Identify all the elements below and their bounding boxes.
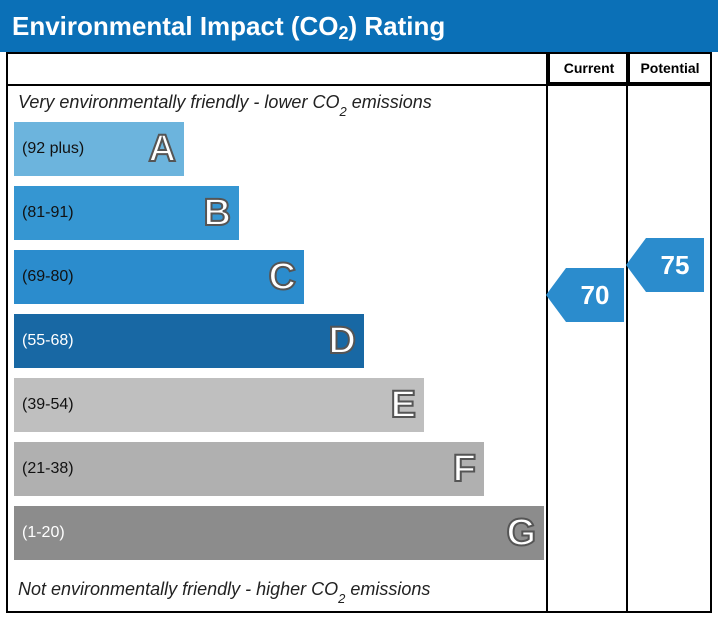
header-underline: [8, 84, 710, 86]
title-sub: 2: [339, 23, 349, 43]
divider-potential: [626, 54, 628, 611]
col-header-potential: Potential: [628, 54, 710, 84]
col-header-current: Current: [548, 54, 628, 84]
band-range: (69-80): [14, 268, 74, 286]
caption-top-suffix: emissions: [347, 92, 432, 112]
band-range: (81-91): [14, 204, 74, 222]
band-a: (92 plus) A: [14, 122, 184, 176]
band-letter: D: [329, 320, 356, 363]
band-b: (81-91) B: [14, 186, 239, 240]
band-e: (39-54) E: [14, 378, 424, 432]
band-range: (21-38): [14, 460, 74, 478]
band-letter: E: [391, 384, 416, 427]
band-letter: C: [269, 256, 296, 299]
arrow-potential: 75: [646, 238, 704, 292]
chart-frame: Current Potential Very environmentally f…: [6, 52, 712, 613]
current-value: 70: [581, 280, 610, 311]
band-letter: A: [149, 128, 176, 171]
band-d: (55-68) D: [14, 314, 364, 368]
caption-top: Very environmentally friendly - lower CO…: [18, 92, 432, 116]
arrow-potential-tip: [626, 238, 646, 292]
title-suffix: ) Rating: [349, 11, 446, 41]
band-letter: G: [506, 512, 536, 555]
band-f: (21-38) F: [14, 442, 484, 496]
band-range: (39-54): [14, 396, 74, 414]
band-c: (69-80) C: [14, 250, 304, 304]
caption-bottom-suffix: emissions: [345, 579, 430, 599]
title-bar: Environmental Impact (CO2) Rating: [0, 0, 718, 52]
caption-bottom-prefix: Not environmentally friendly - higher CO: [18, 579, 338, 599]
title-prefix: Environmental Impact (CO: [12, 11, 339, 41]
eir-chart: Environmental Impact (CO2) Rating Curren…: [0, 0, 718, 619]
arrow-current-tip: [546, 268, 566, 322]
caption-top-prefix: Very environmentally friendly - lower CO: [18, 92, 339, 112]
band-g: (1-20) G: [14, 506, 544, 560]
band-letter: B: [204, 192, 231, 235]
potential-value: 75: [661, 250, 690, 281]
band-range: (1-20): [14, 524, 65, 542]
caption-top-sub: 2: [339, 104, 346, 119]
arrow-current: 70: [566, 268, 624, 322]
band-range: (92 plus): [14, 140, 84, 158]
band-letter: F: [453, 448, 476, 491]
band-range: (55-68): [14, 332, 74, 350]
caption-bottom: Not environmentally friendly - higher CO…: [18, 579, 430, 603]
divider-current: [546, 54, 548, 611]
caption-bottom-sub: 2: [338, 591, 345, 606]
chart-title: Environmental Impact (CO2) Rating: [12, 11, 445, 42]
